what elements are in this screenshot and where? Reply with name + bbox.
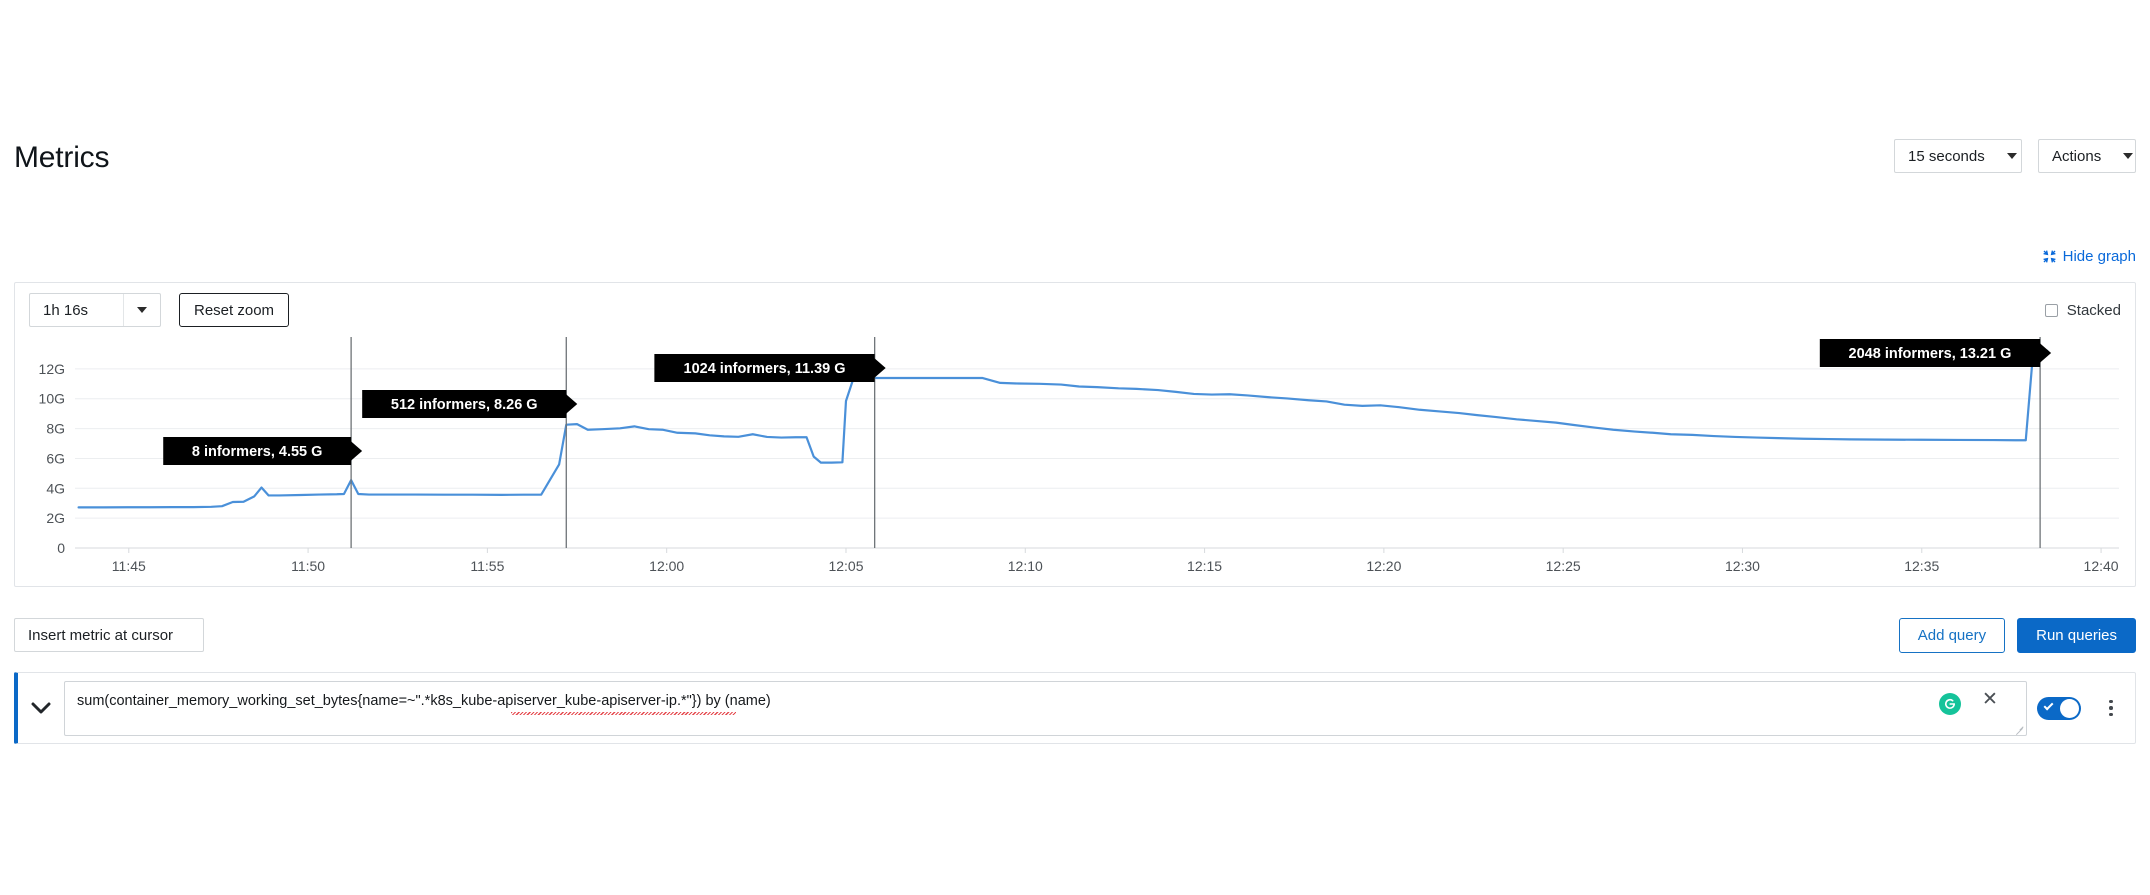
y-axis-tick-label: 4G — [46, 480, 65, 496]
collapse-icon — [2043, 250, 2056, 263]
query-expression-input[interactable] — [64, 680, 2027, 736]
x-axis-tick-label: 12:15 — [1187, 558, 1222, 574]
x-axis-tick-label: 12:10 — [1008, 558, 1043, 574]
kebab-dot — [2109, 712, 2113, 717]
reset-zoom-button[interactable]: Reset zoom — [179, 293, 290, 327]
chart-x-axis-labels: 11:45 11:50 11:55 12:00 12:05 12:10 12:15 12:20… — [112, 558, 2119, 574]
hide-graph-label: Hide graph — [2062, 248, 2136, 265]
y-axis-tick-label: 10G — [39, 391, 65, 407]
time-range-select[interactable]: 1h 16s — [29, 293, 161, 327]
annotation-tooltip-label: 512 informers, 8.26 G — [391, 397, 538, 413]
y-axis-tick-label: 8G — [46, 421, 65, 437]
y-axis-tick-label: 12G — [39, 361, 65, 377]
stacked-checkbox[interactable] — [2044, 303, 2058, 317]
refresh-interval-select[interactable]: 15 seconds — [1894, 139, 2022, 173]
insert-metric-label: Insert metric at cursor — [28, 626, 174, 644]
y-axis-tick-label: 2G — [46, 510, 65, 526]
x-axis-tick-label: 12:40 — [2084, 558, 2119, 574]
graph-panel: 1h 16s Reset zoom Stacked 0 2G 4G 6G 8G 10G 12… — [14, 282, 2136, 587]
time-range-value: 1h 16s — [30, 294, 124, 326]
toggle-knob — [2060, 698, 2079, 718]
refresh-interval-value: 15 seconds — [1908, 147, 1985, 165]
chevron-down-icon — [31, 702, 51, 713]
x-axis-tick-label: 11:45 — [112, 558, 146, 574]
actions-menu-label: Actions — [2052, 147, 2102, 165]
chart-series-line — [77, 349, 2049, 509]
expand-query-button[interactable] — [18, 673, 64, 743]
x-axis-tick-label: 11:50 — [291, 558, 325, 574]
x-axis-tick-label: 12:00 — [649, 558, 684, 574]
add-query-button[interactable]: Add query — [1898, 617, 2006, 653]
page-header: Metrics 15 seconds Actions — [0, 0, 2150, 215]
insert-metric-at-cursor-select[interactable]: Insert metric at cursor — [14, 618, 204, 652]
query-controls-right: Add query Run queries — [1898, 617, 2136, 653]
x-axis-tick-label: 12:35 — [1904, 558, 1939, 574]
header-actions: 15 seconds Actions — [1894, 139, 2136, 173]
chart-annotation-tooltips: 8 informers, 4.55 G 512 informers, 8.26 G… — [163, 339, 2052, 465]
kebab-dot — [2109, 699, 2113, 704]
page-title: Metrics — [14, 141, 110, 174]
query-more-menu-button[interactable] — [2097, 688, 2125, 728]
chart-y-axis-labels: 0 2G 4G 6G 8G 10G 12G — [39, 361, 66, 556]
annotation-tooltip-label: 2048 informers, 13.21 G — [1849, 346, 2012, 362]
x-axis-tick-label: 12:30 — [1725, 558, 1760, 574]
query-enabled-toggle[interactable] — [2037, 696, 2081, 720]
query-expression-wrap: ✕ — [64, 680, 2027, 736]
hide-graph-link[interactable]: Hide graph — [2043, 248, 2136, 265]
x-axis-tick-label: 12:05 — [828, 558, 863, 574]
clear-query-button[interactable]: ✕ — [1982, 689, 1998, 710]
annotation-tooltip: 512 informers, 8.26 G — [362, 390, 578, 418]
x-axis-tick-label: 12:25 — [1546, 558, 1581, 574]
query-row: ✕ — [14, 672, 2136, 744]
kebab-dot — [2109, 706, 2113, 710]
x-axis-tick-label: 12:20 — [1366, 558, 1401, 574]
series-line — [77, 349, 2049, 509]
y-axis-tick-label: 6G — [46, 450, 65, 466]
annotation-tooltip: 2048 informers, 13.21 G — [1819, 339, 2052, 367]
chevron-down-icon — [2123, 153, 2134, 159]
x-axis-tick-label: 11:55 — [470, 558, 504, 574]
run-queries-button[interactable]: Run queries — [2017, 617, 2136, 653]
chevron-down-icon — [137, 307, 147, 313]
chevron-down-icon — [2006, 153, 2017, 159]
stacked-checkbox-row[interactable]: Stacked — [2044, 301, 2121, 319]
grammarly-glyph — [1945, 698, 1955, 709]
time-range-caret — [124, 294, 160, 326]
annotation-tooltip: 1024 informers, 11.39 G — [654, 354, 886, 382]
graph-toolbar: 1h 16s Reset zoom Stacked — [15, 283, 2135, 337]
query-controls: Insert metric at cursor Add query Run qu… — [14, 613, 2136, 657]
graph-toolbar-left: 1h 16s Reset zoom — [29, 293, 290, 327]
textarea-resize-handle[interactable] — [2014, 724, 2024, 734]
chart-svg: 0 2G 4G 6G 8G 10G 12G 11:45 11:50 11:55 12:00 12:0… — [39, 337, 2119, 574]
y-axis-tick-label: 0 — [57, 540, 65, 556]
actions-menu-button[interactable]: Actions — [2038, 139, 2136, 173]
annotation-tooltip-label: 8 informers, 4.55 G — [192, 444, 323, 460]
check-icon — [2043, 700, 2054, 710]
stacked-label: Stacked — [2066, 301, 2121, 319]
metrics-chart[interactable]: 0 2G 4G 6G 8G 10G 12G 11:45 11:50 11:55 12:00 12:0… — [15, 337, 2135, 588]
grammarly-icon[interactable] — [1939, 692, 1961, 715]
annotation-tooltip: 8 informers, 4.55 G — [163, 437, 363, 465]
annotation-tooltip-label: 1024 informers, 11.39 G — [684, 361, 846, 377]
